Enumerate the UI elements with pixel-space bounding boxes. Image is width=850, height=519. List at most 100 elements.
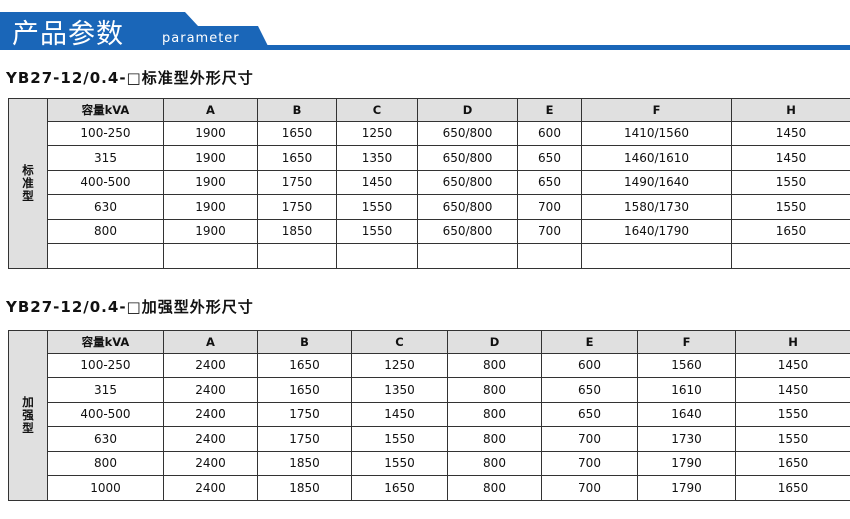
side-label: 加强型 [8, 330, 48, 501]
table-cell: 400-500 [47, 401, 164, 427]
table-cell: 1900 [163, 218, 258, 244]
table-cell: 1650 [257, 377, 352, 403]
table-cell: 650 [541, 401, 638, 427]
table-row: 800 2400 1850 1550 800 700 1790 1650 [9, 450, 850, 476]
reinforced-table: 加强型容量kVA A B C D E F H 100-250 2400 1650 1250 800 600… [8, 330, 850, 501]
table-cell: 800 [447, 377, 542, 403]
column-header: 容量kVA [47, 98, 164, 122]
column-header: H [735, 330, 850, 354]
table-cell: 630 [47, 426, 164, 452]
reinforced-title: YB27-12/0.4-□加强型外形尺寸 [6, 298, 254, 316]
table-cell: 1730 [637, 426, 736, 452]
table-cell: 2400 [163, 426, 258, 452]
table-cell: 1550 [735, 426, 850, 452]
table-cell: 1850 [257, 475, 352, 501]
table-cell: 800 [447, 450, 542, 476]
side-label: 标准型 [8, 98, 48, 269]
table-cell: 1410/1560 [581, 120, 732, 146]
table-cell: 2400 [163, 401, 258, 427]
column-header: A [163, 330, 258, 354]
table-cell [517, 243, 582, 269]
header-line [0, 45, 850, 50]
table-cell: 1640/1790 [581, 218, 732, 244]
table-cell: 1750 [257, 194, 337, 220]
table-cell [581, 243, 732, 269]
table-cell: 2400 [163, 352, 258, 378]
table-cell: 100-250 [47, 352, 164, 378]
standard-title: YB27-12/0.4-□标准型外形尺寸 [6, 69, 254, 87]
table-cell: 1650 [257, 145, 337, 171]
table-cell: 1550 [731, 194, 850, 220]
column-header: D [447, 330, 542, 354]
header-row: 标准型容量kVA A B C D E F H [8, 98, 850, 269]
table-cell: 2400 [163, 377, 258, 403]
table-cell: 1550 [351, 426, 448, 452]
table-row: 800 1900 1850 1550 650/800 700 1640/1790 1650 [9, 218, 850, 244]
table-cell: 1450 [735, 352, 850, 378]
table-cell: 1490/1640 [581, 169, 732, 195]
table-cell: 1450 [336, 169, 418, 195]
table-row: 315 1900 1650 1350 650/800 650 1460/1610 1450 [9, 145, 850, 171]
table-row: 400-500 2400 1750 1450 800 650 1640 1550 [9, 401, 850, 427]
column-header: E [517, 98, 582, 122]
column-header: B [257, 98, 337, 122]
table-cell: 1750 [257, 426, 352, 452]
table-cell [417, 243, 518, 269]
column-header: F [637, 330, 736, 354]
column-header: B [257, 330, 352, 354]
table-cell: 100-250 [47, 120, 164, 146]
table-cell: 1650 [257, 120, 337, 146]
table-cell: 800 [447, 352, 542, 378]
table-cell: 700 [541, 450, 638, 476]
table-cell: 1550 [336, 194, 418, 220]
table-cell: 1790 [637, 450, 736, 476]
table-row: 1000 2400 1850 1650 800 700 1790 1650 [9, 475, 850, 501]
table-cell: 700 [541, 475, 638, 501]
table-cell: 315 [47, 145, 164, 171]
table-cell: 1610 [637, 377, 736, 403]
table-cell: 1350 [351, 377, 448, 403]
table-cell: 1650 [735, 475, 850, 501]
table-row: 630 2400 1750 1550 800 700 1730 1550 [9, 426, 850, 452]
table-cell: 1580/1730 [581, 194, 732, 220]
table-cell: 650/800 [417, 120, 518, 146]
table-cell: 800 [447, 475, 542, 501]
table-row: 315 2400 1650 1350 800 650 1610 1450 [9, 377, 850, 403]
column-header: F [581, 98, 732, 122]
table-cell: 2400 [163, 450, 258, 476]
table-cell: 800 [447, 401, 542, 427]
table-cell: 1460/1610 [581, 145, 732, 171]
table-cell: 650/800 [417, 194, 518, 220]
table-cell [163, 243, 258, 269]
header-row: 加强型容量kVA A B C D E F H [8, 330, 850, 501]
table-cell: 1900 [163, 120, 258, 146]
table-cell: 1450 [731, 145, 850, 171]
table-cell: 1000 [47, 475, 164, 501]
column-header: D [417, 98, 518, 122]
table-cell: 700 [517, 194, 582, 220]
table-cell: 1650 [735, 450, 850, 476]
table-cell: 1650 [257, 352, 352, 378]
column-header: E [541, 330, 638, 354]
table-cell: 400-500 [47, 169, 164, 195]
table-cell: 1350 [336, 145, 418, 171]
table-row: 100-250 2400 1650 1250 800 600 1560 1450 [9, 352, 850, 378]
table-cell: 650/800 [417, 169, 518, 195]
table-cell: 800 [447, 426, 542, 452]
column-header: C [351, 330, 448, 354]
table-cell: 1450 [735, 377, 850, 403]
table-cell: 1900 [163, 145, 258, 171]
table-cell: 1450 [731, 120, 850, 146]
page-subtitle: parameter [162, 31, 240, 46]
table-cell [731, 243, 850, 269]
table-cell: 1550 [336, 218, 418, 244]
table-row: 400-500 1900 1750 1450 650/800 650 1490/1640 15… [9, 169, 850, 195]
table-cell: 600 [517, 120, 582, 146]
table-cell: 1650 [731, 218, 850, 244]
table-cell: 1250 [336, 120, 418, 146]
table-cell: 700 [517, 218, 582, 244]
table-cell: 650 [517, 169, 582, 195]
table-cell: 650/800 [417, 145, 518, 171]
table-cell [336, 243, 418, 269]
table-cell: 1750 [257, 169, 337, 195]
